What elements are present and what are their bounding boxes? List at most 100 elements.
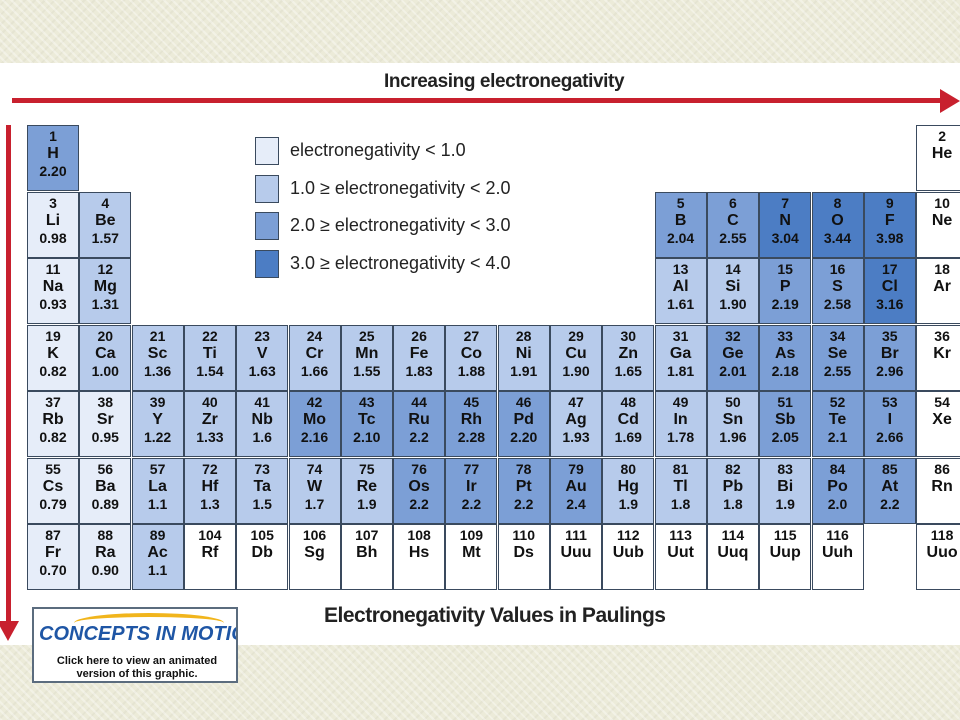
atomic-number: 112 bbox=[617, 527, 640, 543]
element-symbol: Uuo bbox=[926, 544, 958, 561]
element-cell-uup: 115 Uup bbox=[759, 524, 812, 590]
element-cell-cu: 29 Cu 1.90 bbox=[550, 324, 602, 391]
element-cell-hs: 108 Hs bbox=[393, 524, 446, 590]
electronegativity-value: 0.82 bbox=[39, 362, 67, 379]
legend-swatch bbox=[255, 137, 279, 165]
element-symbol: Te bbox=[828, 411, 847, 428]
electronegativity-value: 1.7 bbox=[304, 495, 325, 512]
electronegativity-value: 1.91 bbox=[510, 362, 538, 379]
atomic-number: 7 bbox=[781, 194, 790, 211]
electronegativity-value: 1.22 bbox=[143, 429, 172, 445]
electronegativity-value: 1.9 bbox=[618, 495, 639, 512]
element-symbol: Ra bbox=[95, 544, 116, 561]
atomic-number: 118 bbox=[930, 527, 954, 543]
atomic-number: 32 bbox=[725, 327, 741, 344]
element-cell-sc: 21 Sc 1.36 bbox=[131, 324, 184, 391]
electronegativity-value: 1.88 bbox=[457, 362, 486, 379]
electronegativity-value: 1.1 bbox=[147, 495, 168, 512]
element-cell-al: 13 Al 1.61 bbox=[654, 258, 707, 324]
element-cell-mo: 42 Mo 2.16 bbox=[288, 391, 341, 457]
atomic-number: 108 bbox=[407, 527, 431, 543]
atomic-number: 51 bbox=[777, 394, 793, 410]
element-symbol: Sr bbox=[96, 411, 114, 428]
element-symbol: In bbox=[673, 411, 688, 428]
element-cell-li: 3 Li 0.98 bbox=[27, 191, 79, 258]
element-cell-xe: 54 Xe bbox=[916, 391, 960, 457]
atomic-number: 19 bbox=[45, 327, 61, 344]
electronegativity-value: 1.9 bbox=[775, 495, 795, 512]
atomic-number: 87 bbox=[45, 527, 61, 543]
element-symbol: K bbox=[47, 344, 59, 362]
electronegativity-value: 1.5 bbox=[252, 495, 272, 512]
element-symbol: Po bbox=[827, 477, 848, 495]
atomic-number: 34 bbox=[829, 327, 846, 344]
legend-swatch bbox=[255, 175, 279, 203]
element-cell-co: 27 Co 1.88 bbox=[445, 324, 498, 391]
element-cell-uuo: 118 Uuo bbox=[916, 524, 960, 590]
atomic-number: 85 bbox=[882, 460, 898, 477]
electronegativity-value: 1.8 bbox=[723, 495, 743, 512]
legend-label: 3.0 ≥ electronegativity < 4.0 bbox=[290, 253, 511, 273]
electronegativity-value: 2.1 bbox=[827, 429, 848, 445]
atomic-number: 24 bbox=[306, 327, 323, 344]
element-cell-o: 8 O 3.44 bbox=[811, 191, 864, 258]
electronegativity-value: 0.93 bbox=[39, 296, 67, 312]
horizontal-arrowhead-icon bbox=[940, 89, 960, 113]
atomic-number: 9 bbox=[885, 194, 894, 211]
electronegativity-value: 1.63 bbox=[248, 362, 276, 379]
electronegativity-value: 1.65 bbox=[614, 362, 642, 379]
element-cell-ar: 18 Ar bbox=[916, 258, 960, 324]
element-symbol: Uuu bbox=[560, 544, 592, 561]
electronegativity-value: 2.16 bbox=[300, 429, 329, 445]
electronegativity-value: 1.83 bbox=[405, 362, 433, 379]
element-symbol: P bbox=[779, 278, 791, 295]
atomic-number: 105 bbox=[250, 527, 274, 543]
element-symbol: Ir bbox=[466, 477, 477, 495]
atomic-number: 79 bbox=[568, 460, 584, 477]
element-symbol: Ru bbox=[408, 411, 430, 428]
element-cell-re: 75 Re 1.9 bbox=[340, 457, 393, 524]
electronegativity-value: 3.44 bbox=[823, 229, 852, 246]
element-symbol: Rf bbox=[201, 544, 219, 561]
electronegativity-value: 1.69 bbox=[614, 429, 642, 445]
electronegativity-value: 1.96 bbox=[719, 429, 747, 445]
element-cell-i: 53 I 2.66 bbox=[863, 391, 916, 457]
element-symbol: Fe bbox=[409, 344, 429, 362]
element-cell-sn: 50 Sn 1.96 bbox=[706, 391, 759, 457]
electronegativity-value: 2.05 bbox=[771, 429, 799, 445]
element-symbol: Tc bbox=[358, 411, 376, 428]
legend-swatch bbox=[255, 250, 279, 278]
legend-swatch bbox=[255, 212, 279, 240]
element-symbol: Ga bbox=[669, 344, 692, 362]
element-symbol: He bbox=[931, 145, 953, 162]
element-cell-uuq: 114 Uuq bbox=[706, 524, 759, 590]
element-cell-he: 2 He bbox=[916, 125, 960, 191]
element-cell-mg: 12 Mg 1.31 bbox=[79, 258, 132, 324]
element-cell-sr: 38 Sr 0.95 bbox=[79, 391, 132, 457]
element-cell-na: 11 Na 0.93 bbox=[27, 258, 79, 324]
element-symbol: Ba bbox=[95, 477, 116, 495]
atomic-number: 44 bbox=[411, 394, 427, 410]
element-cell-p: 15 P 2.19 bbox=[759, 258, 812, 324]
element-cell-ti: 22 Ti 1.54 bbox=[183, 324, 236, 391]
electronegativity-value: 2.2 bbox=[409, 495, 429, 512]
element-symbol: Nb bbox=[251, 411, 273, 428]
atomic-number: 36 bbox=[934, 327, 950, 344]
atomic-number: 40 bbox=[202, 394, 218, 410]
element-cell-sg: 106 Sg bbox=[288, 524, 341, 590]
element-cell-f: 9 F 3.98 bbox=[863, 191, 916, 258]
element-symbol: Si bbox=[725, 278, 741, 295]
element-cell-ru: 44 Ru 2.2 bbox=[393, 391, 446, 457]
atomic-number: 47 bbox=[568, 394, 584, 410]
element-symbol: At bbox=[881, 477, 899, 495]
atomic-number: 57 bbox=[149, 460, 166, 477]
concepts-in-motion-button[interactable]: CONCEPTS IN MOTION Click here to view an… bbox=[32, 607, 238, 683]
element-symbol: Uut bbox=[667, 544, 694, 561]
element-cell-au: 79 Au 2.4 bbox=[550, 457, 602, 524]
electronegativity-value: 2.58 bbox=[823, 296, 852, 312]
element-cell-y: 39 Y 1.22 bbox=[131, 391, 184, 457]
element-cell-rb: 37 Rb 0.82 bbox=[27, 391, 79, 457]
element-cell-br: 35 Br 2.96 bbox=[863, 324, 916, 391]
element-symbol: Mo bbox=[302, 411, 327, 428]
element-cell-po: 84 Po 2.0 bbox=[811, 457, 864, 524]
